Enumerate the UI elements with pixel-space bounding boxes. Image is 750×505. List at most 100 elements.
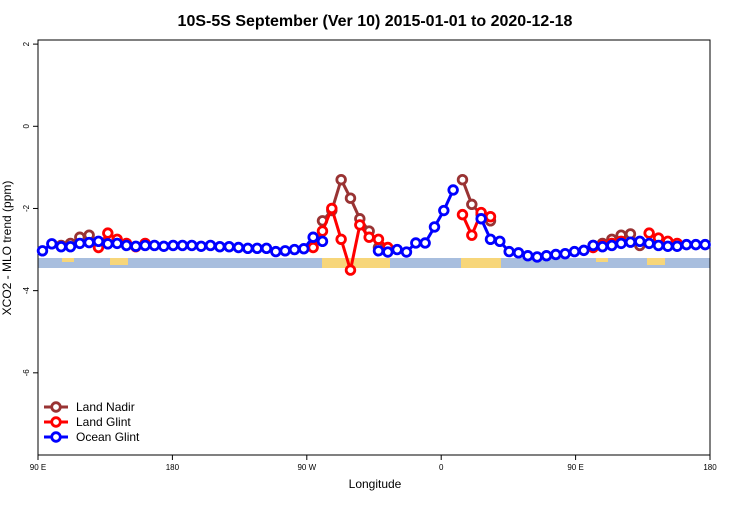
data-point: [55, 240, 67, 253]
data-point: [531, 251, 543, 263]
data-point: [540, 250, 553, 262]
y-tick-label: -4: [22, 287, 31, 295]
data-point: [139, 239, 151, 252]
data-point: [456, 174, 469, 186]
data-point: [606, 239, 618, 252]
data-point: [587, 239, 599, 252]
land-strip: [596, 258, 608, 262]
data-point: [391, 243, 403, 256]
data-point: [46, 238, 58, 250]
data-point: [214, 240, 226, 253]
data-point: [92, 235, 105, 248]
data-point: [64, 240, 77, 253]
map-strip: [38, 258, 710, 268]
data-point: [382, 246, 394, 258]
series: [36, 184, 711, 263]
data-point: [36, 245, 49, 257]
data-point: [344, 192, 357, 204]
data-point: [326, 202, 338, 215]
legend-marker: [50, 401, 62, 413]
data-point: [223, 240, 235, 253]
data-point: [484, 210, 497, 223]
x-tick-label: 90 E: [567, 463, 583, 472]
data-point: [438, 204, 450, 217]
legend-marker: [50, 431, 62, 443]
data-point: [148, 239, 161, 252]
data-point: [494, 235, 506, 248]
data-point: [475, 213, 487, 225]
data-point: [372, 245, 385, 257]
x-axis-label: Longitude: [349, 477, 402, 491]
data-point: [204, 239, 217, 252]
data-point: [596, 240, 609, 253]
data-point: [74, 237, 86, 250]
data-point: [111, 237, 123, 250]
data-point: [447, 184, 459, 196]
data-point: [186, 239, 198, 252]
land-strip: [647, 258, 665, 265]
data-point: [279, 245, 291, 257]
data-point: [335, 174, 347, 186]
data-point: [550, 248, 562, 261]
data-point: [260, 242, 273, 255]
data-point: [419, 237, 431, 249]
data-point: [130, 240, 142, 252]
data-point: [344, 264, 357, 276]
y-tick-label: 0: [22, 124, 31, 129]
x-tick-label: 90 E: [30, 463, 46, 472]
data-point: [400, 246, 413, 258]
data-point: [158, 240, 170, 252]
data-point: [643, 237, 655, 250]
data-point: [288, 243, 301, 256]
data-point: [466, 229, 478, 241]
data-point: [512, 247, 525, 259]
data-point: [643, 227, 655, 239]
data-point: [456, 208, 469, 221]
legend-label: Land Glint: [76, 415, 131, 429]
chart-title: 10S-5S September (Ver 10) 2015-01-01 to …: [178, 13, 573, 30]
x-tick-label: 180: [703, 463, 717, 472]
data-point: [428, 221, 441, 233]
data-point: [270, 245, 282, 258]
legend-label: Ocean Glint: [76, 430, 140, 444]
data-point: [671, 240, 683, 252]
data-point: [699, 238, 711, 251]
data-point: [251, 242, 263, 255]
data-point: [522, 250, 534, 262]
data-point: [624, 236, 637, 248]
data-point: [195, 240, 207, 252]
data-point: [559, 247, 571, 260]
y-tick-label: 2: [22, 41, 31, 46]
data-point: [167, 239, 179, 252]
data-point: [120, 239, 133, 252]
data-point: [410, 237, 422, 249]
data-point: [242, 242, 254, 255]
data-point: [372, 233, 385, 245]
x-tick-label: 0: [439, 463, 444, 472]
data-point: [568, 245, 581, 258]
data-point: [652, 239, 665, 252]
data-point: [83, 236, 95, 249]
y-axis-label: XCO2 - MLO trend (ppm): [0, 181, 14, 316]
data-point: [307, 231, 319, 243]
data-point: [466, 198, 478, 211]
data-point: [680, 238, 693, 251]
legend-label: Land Nadir: [76, 400, 135, 414]
data-point: [316, 235, 329, 248]
data-point: [662, 240, 674, 252]
data-point: [307, 241, 319, 254]
data-point: [232, 241, 245, 254]
data-point: [298, 243, 310, 255]
data-point: [615, 237, 627, 250]
data-point: [102, 238, 114, 250]
land-strip: [322, 258, 390, 268]
data-point: [354, 219, 366, 231]
land-strip: [110, 258, 128, 265]
data-point: [634, 235, 646, 248]
data-point: [484, 233, 497, 245]
data-point: [335, 233, 347, 245]
data-point: [578, 244, 590, 257]
data-point: [503, 245, 515, 258]
y-tick-label: -6: [22, 369, 31, 377]
